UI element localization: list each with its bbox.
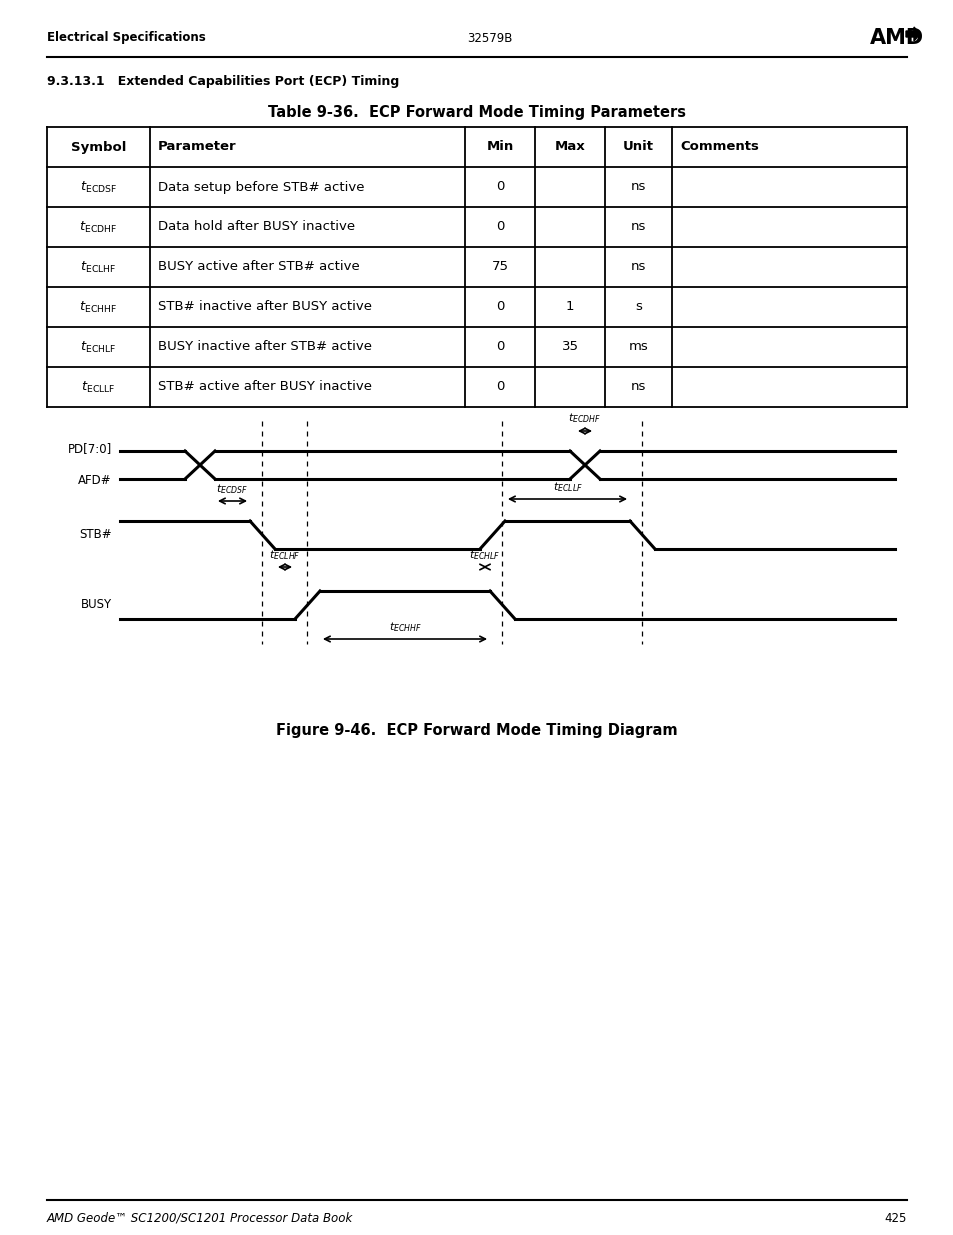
Text: 0: 0 [496,221,503,233]
Text: $t_{\mathrm{ECHHF}}$: $t_{\mathrm{ECHHF}}$ [79,299,117,315]
Text: $t_{ECLHF}$: $t_{ECLHF}$ [269,548,300,562]
Text: STB# inactive after BUSY active: STB# inactive after BUSY active [158,300,372,314]
Text: 75: 75 [491,261,508,273]
Text: 9.3.13.1   Extended Capabilities Port (ECP) Timing: 9.3.13.1 Extended Capabilities Port (ECP… [47,75,399,89]
Text: $t_{ECLLF}$: $t_{ECLLF}$ [552,480,582,494]
Text: 0: 0 [496,300,503,314]
Text: ns: ns [630,180,645,194]
Text: 32579B: 32579B [467,32,512,44]
Text: AMD Geode™ SC1200/SC1201 Processor Data Book: AMD Geode™ SC1200/SC1201 Processor Data … [47,1212,353,1224]
Text: 0: 0 [496,180,503,194]
Text: ns: ns [630,380,645,394]
Text: Unit: Unit [622,141,654,153]
Text: 0: 0 [496,341,503,353]
Text: Table 9-36.  ECP Forward Mode Timing Parameters: Table 9-36. ECP Forward Mode Timing Para… [268,105,685,121]
Text: STB# active after BUSY inactive: STB# active after BUSY inactive [158,380,372,394]
Text: Figure 9-46.  ECP Forward Mode Timing Diagram: Figure 9-46. ECP Forward Mode Timing Dia… [276,722,677,737]
Text: $t_{ECDHF}$: $t_{ECDHF}$ [568,411,601,425]
Text: ms: ms [628,341,648,353]
Text: $t_{ECHHF}$: $t_{ECHHF}$ [388,620,421,634]
Text: Symbol: Symbol [71,141,126,153]
Text: AMD: AMD [869,28,923,48]
Text: PD[7:0]: PD[7:0] [68,442,112,456]
Text: BUSY inactive after STB# active: BUSY inactive after STB# active [158,341,372,353]
Text: 1: 1 [565,300,574,314]
Text: $t_{\mathrm{ECDHF}}$: $t_{\mathrm{ECDHF}}$ [79,220,117,235]
Text: $t_{\mathrm{ECDSF}}$: $t_{\mathrm{ECDSF}}$ [80,179,117,195]
Text: AFD#: AFD# [78,474,112,488]
Text: Electrical Specifications: Electrical Specifications [47,32,206,44]
Text: ns: ns [630,221,645,233]
Text: STB#: STB# [79,529,112,541]
Text: Max: Max [554,141,585,153]
Polygon shape [905,27,919,41]
Text: 425: 425 [883,1212,906,1224]
Text: Data hold after BUSY inactive: Data hold after BUSY inactive [158,221,355,233]
Text: $t_{ECHLF}$: $t_{ECHLF}$ [469,548,500,562]
Text: BUSY active after STB# active: BUSY active after STB# active [158,261,359,273]
Text: BUSY: BUSY [81,599,112,611]
Text: $t_{\mathrm{ECLLF}}$: $t_{\mathrm{ECLLF}}$ [81,379,115,394]
Text: Data setup before STB# active: Data setup before STB# active [158,180,364,194]
Text: s: s [635,300,641,314]
Text: $t_{\mathrm{ECLHF}}$: $t_{\mathrm{ECLHF}}$ [80,259,116,274]
Text: 35: 35 [561,341,578,353]
Text: $t_{\mathrm{ECHLF}}$: $t_{\mathrm{ECHLF}}$ [80,340,116,354]
Text: Min: Min [486,141,513,153]
Text: Parameter: Parameter [158,141,236,153]
Text: 0: 0 [496,380,503,394]
Text: $t_{ECDSF}$: $t_{ECDSF}$ [216,482,249,496]
Text: ns: ns [630,261,645,273]
Text: Comments: Comments [679,141,758,153]
